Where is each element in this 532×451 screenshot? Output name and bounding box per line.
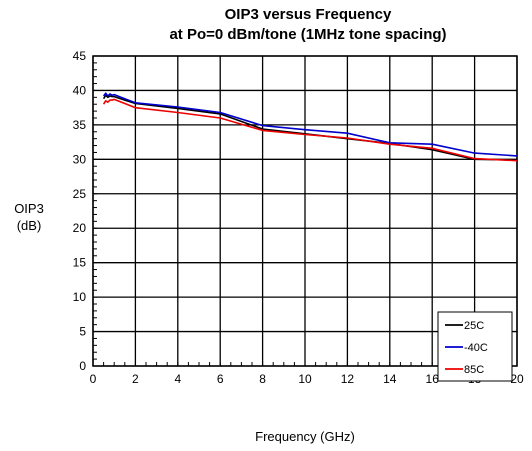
tick-labels: 02468101214161820051015202530354045	[73, 49, 524, 386]
y-tick-label: 25	[73, 187, 87, 201]
x-axis-label: Frequency (GHz)	[255, 429, 355, 444]
y-tick-label: 35	[73, 118, 87, 132]
legend-label: 25C	[464, 320, 484, 332]
x-tick-label: 12	[341, 372, 355, 386]
legend: 25C -40C 85C	[437, 311, 513, 382]
x-tick-label: 14	[383, 372, 397, 386]
series-line-85c	[102, 98, 518, 162]
y-tick-label: 40	[73, 83, 87, 97]
y-tick-label: 10	[73, 290, 87, 304]
x-tick-label: 4	[174, 372, 181, 386]
chart-title: OIP3 versus Frequency	[225, 6, 392, 23]
x-tick-label: 0	[90, 372, 97, 386]
plot-frame	[92, 55, 518, 367]
x-tick-label: 10	[298, 372, 312, 386]
y-tick-label: 0	[79, 359, 86, 373]
y-tick-label: 5	[79, 325, 86, 339]
y-axis-label-line-1: OIP3	[14, 201, 44, 216]
x-tick-label: 20	[510, 372, 524, 386]
chart-subtitle: at Po=0 dBm/tone (1MHz tone spacing)	[169, 26, 446, 43]
y-tick-label: 45	[73, 49, 87, 63]
y-tick-label: 30	[73, 152, 87, 166]
series-line-40c	[102, 92, 518, 157]
x-tick-label: 2	[132, 372, 139, 386]
x-tick-label: 8	[259, 372, 266, 386]
y-tick-label: 15	[73, 256, 87, 270]
y-tick-label: 20	[73, 221, 87, 235]
y-axis-label-line-2: (dB)	[17, 218, 42, 233]
series-lines	[102, 92, 518, 162]
x-tick-label: 16	[426, 372, 440, 386]
legend-label: -40C	[464, 342, 488, 354]
x-tick-label: 6	[217, 372, 224, 386]
legend-label: 85C	[464, 364, 484, 376]
